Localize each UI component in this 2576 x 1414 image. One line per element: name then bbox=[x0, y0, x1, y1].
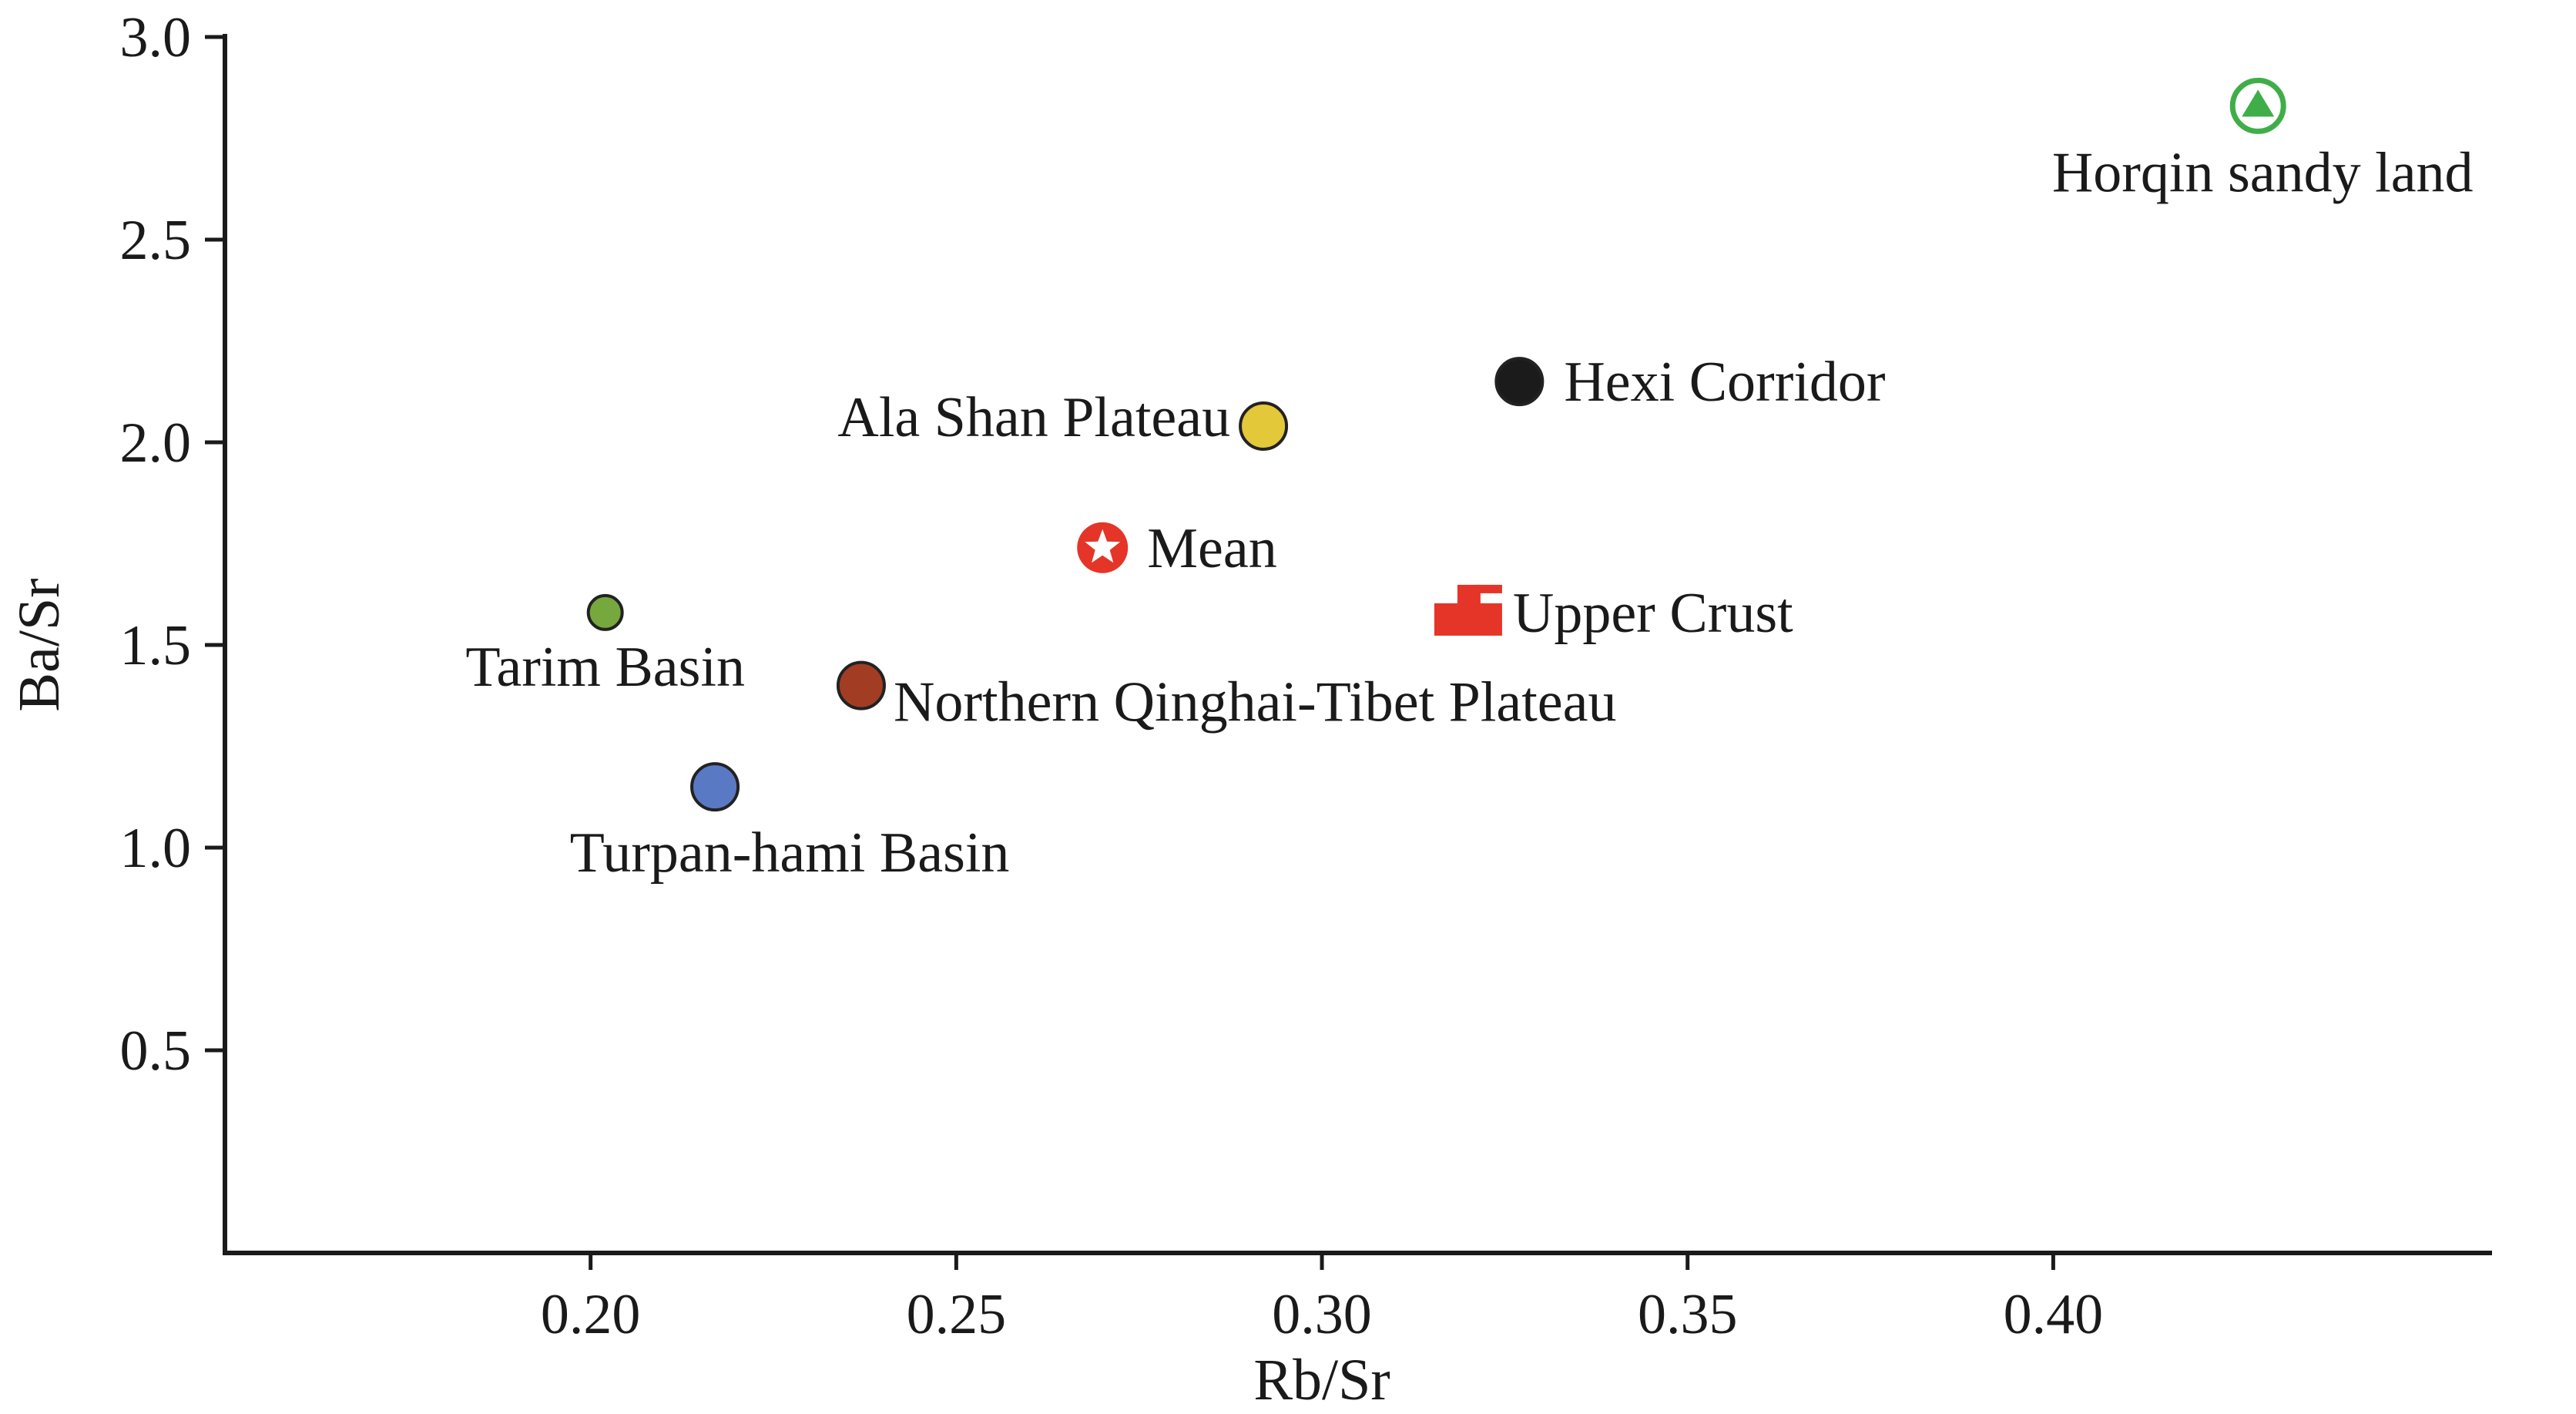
data-points: Horqin sandy land Hexi Corridor Ala Shan P… bbox=[465, 77, 2474, 885]
data-point: Turpan-hami Basin bbox=[570, 762, 1010, 885]
point-label: Ala Shan Plateau bbox=[837, 386, 1230, 449]
point-marker-triangle bbox=[2242, 89, 2275, 117]
point-marker bbox=[586, 593, 624, 631]
point-label: Hexi Corridor bbox=[1564, 351, 1885, 414]
x-tick-label: 0.30 bbox=[1272, 1283, 1372, 1346]
data-point: Northern Qinghai-Tibet Plateau bbox=[836, 660, 1617, 734]
data-point: Tarim Basin bbox=[465, 593, 745, 699]
x-axis-ticks: 0.20 0.25 0.30 0.35 0.40 bbox=[541, 1253, 2103, 1346]
point-marker bbox=[690, 762, 740, 812]
point-marker bbox=[1494, 357, 1545, 407]
y-axis-title: Ba/Sr bbox=[7, 578, 72, 711]
y-tick-label: 1.5 bbox=[120, 614, 192, 677]
point-label: Turpan-hami Basin bbox=[570, 821, 1010, 885]
y-tick-label: 3.0 bbox=[120, 6, 192, 69]
y-tick-label: 0.5 bbox=[120, 1019, 192, 1083]
point-label: Tarim Basin bbox=[465, 636, 745, 699]
x-tick-label: 0.40 bbox=[2004, 1283, 2104, 1346]
point-marker-flag bbox=[1475, 584, 1502, 593]
y-tick-label: 2.5 bbox=[120, 209, 192, 272]
point-marker bbox=[1434, 603, 1502, 636]
y-tick-label: 1.0 bbox=[120, 817, 192, 880]
data-point: Upper Crust bbox=[1434, 582, 1793, 645]
x-axis-title: Rb/Sr bbox=[1253, 1348, 1390, 1412]
point-label: Upper Crust bbox=[1513, 582, 1793, 645]
point-marker bbox=[1239, 401, 1289, 451]
point-marker-star bbox=[1085, 529, 1121, 563]
point-label: Mean bbox=[1147, 517, 1277, 580]
point-label: Northern Qinghai-Tibet Plateau bbox=[894, 671, 1617, 734]
point-marker bbox=[836, 660, 886, 710]
x-tick-label: 0.20 bbox=[541, 1283, 641, 1346]
x-tick-label: 0.35 bbox=[1638, 1283, 1738, 1346]
point-label: Horqin sandy land bbox=[2052, 141, 2474, 204]
y-tick-label: 2.0 bbox=[120, 411, 192, 475]
data-point: Horqin sandy land bbox=[2052, 77, 2474, 204]
data-point: Ala Shan Plateau bbox=[837, 386, 1289, 451]
data-point: Mean bbox=[1077, 517, 1277, 580]
y-axis-ticks: 0.5 1.0 1.5 2.0 2.5 3.0 bbox=[120, 6, 225, 1083]
data-point: Hexi Corridor bbox=[1494, 351, 1886, 414]
x-tick-label: 0.25 bbox=[907, 1283, 1007, 1346]
